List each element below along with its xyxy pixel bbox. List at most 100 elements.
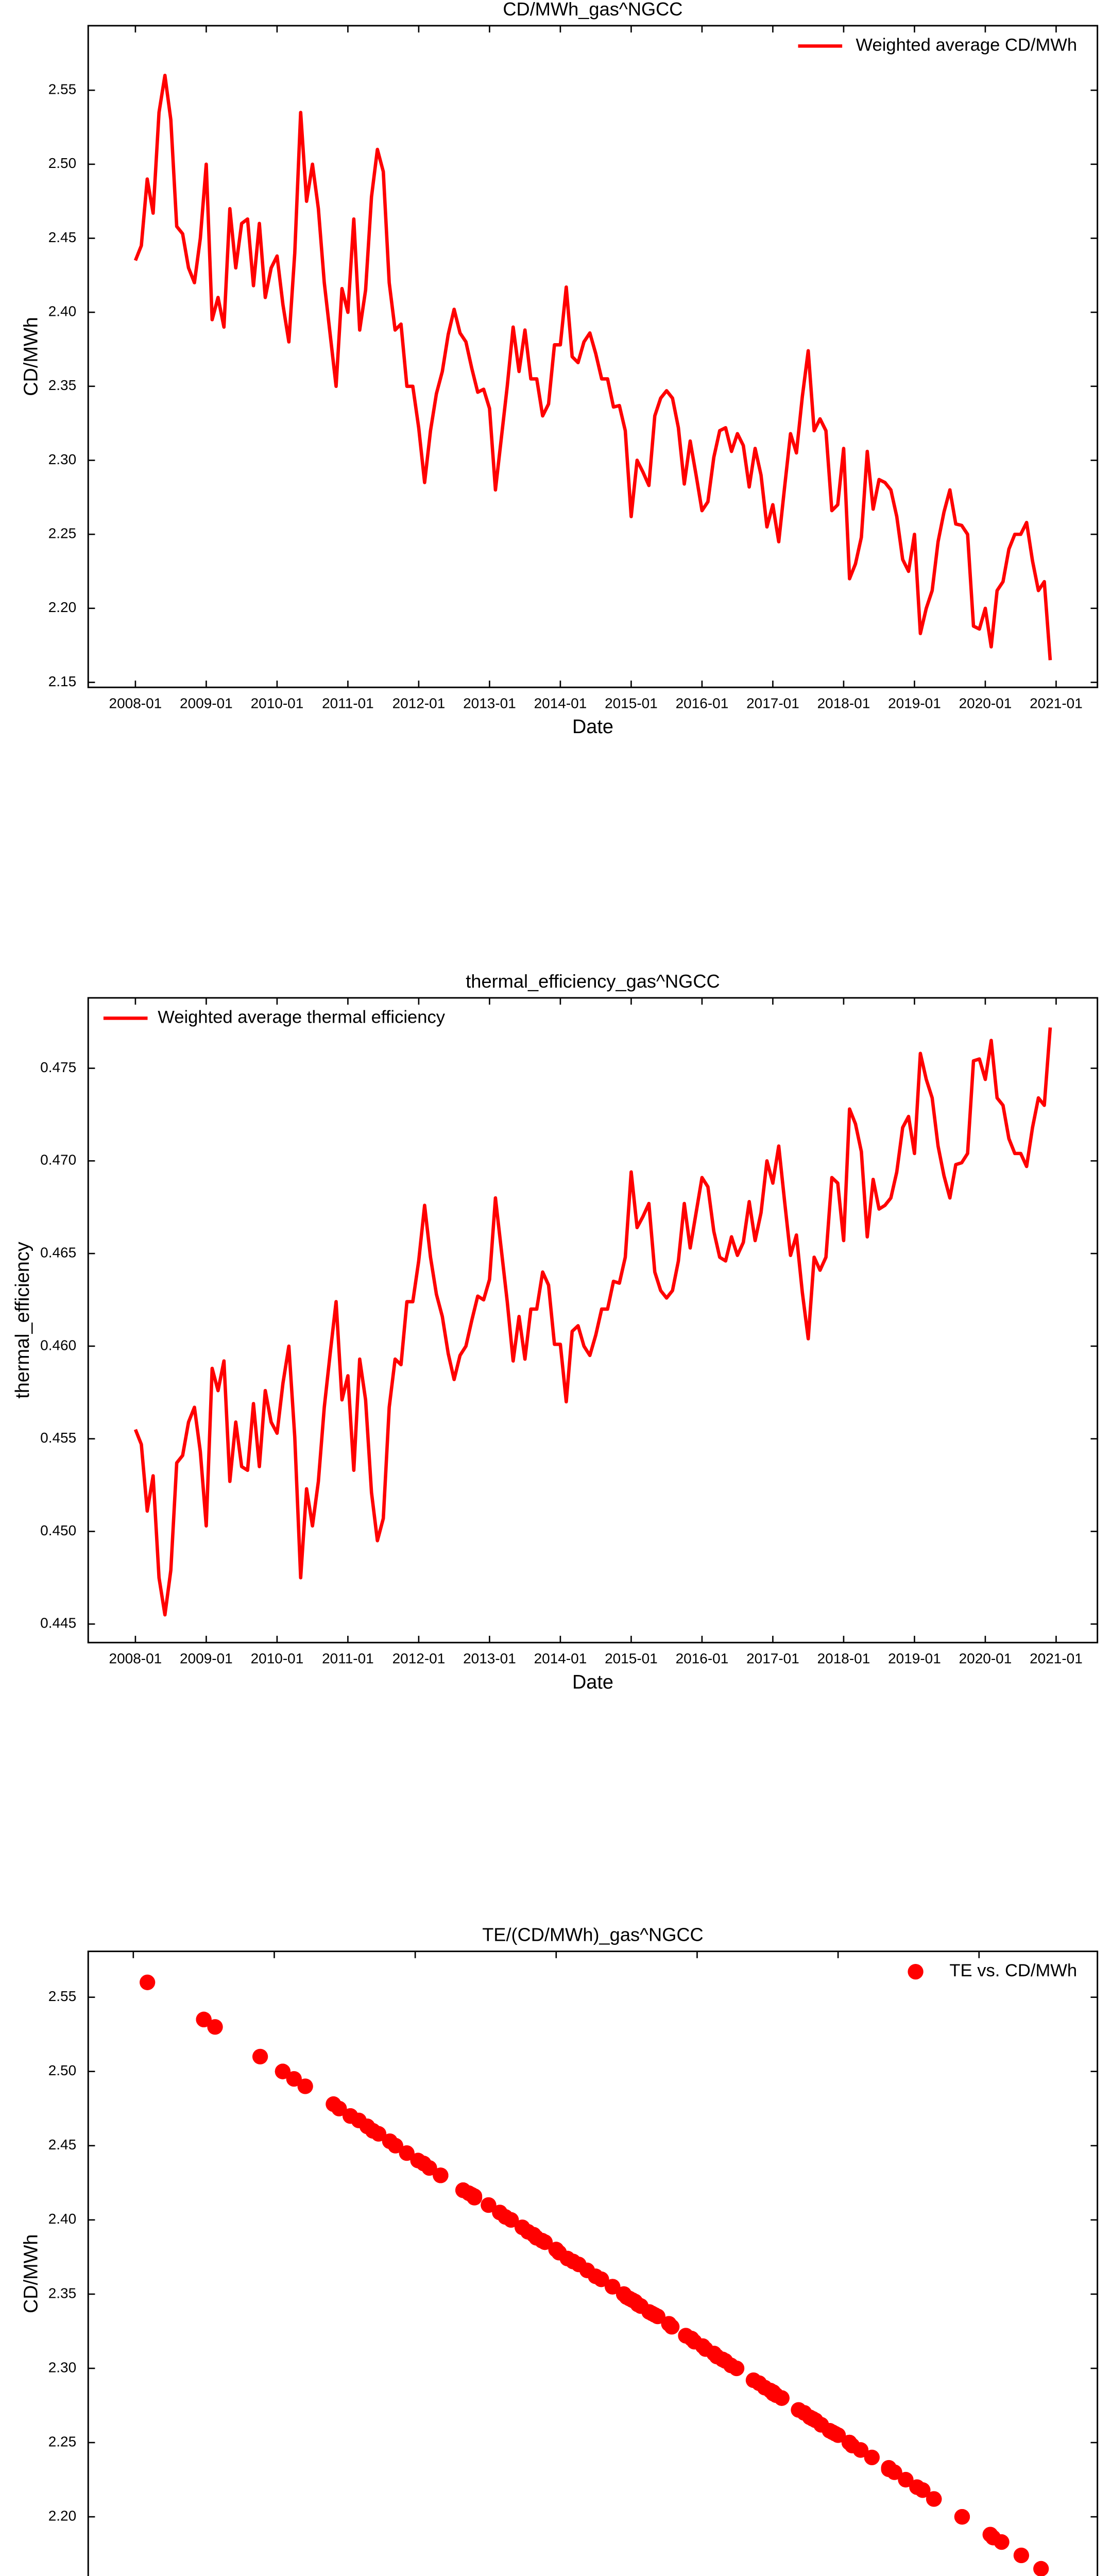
y-tick-label: 0.470 <box>40 1152 76 1168</box>
x-axis-label: Date <box>572 1671 613 1693</box>
y-tick-label: 0.450 <box>40 1522 76 1538</box>
y-tick-label: 2.25 <box>48 525 76 541</box>
chart-title: thermal_efficiency_gas^NGCC <box>466 971 720 992</box>
scatter-point <box>297 2078 313 2094</box>
x-tick-label: 2018-01 <box>817 1651 870 1667</box>
scatter-point <box>359 2119 375 2134</box>
x-tick-label: 2015-01 <box>605 696 658 711</box>
y-tick-label: 2.25 <box>48 2433 76 2449</box>
x-tick-label: 2017-01 <box>746 696 799 711</box>
scatter-point <box>664 2319 680 2335</box>
y-tick-label: 0.460 <box>40 1337 76 1353</box>
scatter-point <box>881 2461 897 2478</box>
legend-label: Weighted average CD/MWh <box>856 36 1077 55</box>
x-tick-label: 2009-01 <box>180 1651 233 1667</box>
y-tick-label: 0.445 <box>40 1615 76 1631</box>
plot-frame <box>87 1951 1099 2576</box>
x-tick-label: 2013-01 <box>463 696 516 711</box>
scatter-point <box>630 2296 646 2313</box>
x-tick-label: 2021-01 <box>1030 696 1083 711</box>
scatter-point <box>579 2262 595 2278</box>
chart-title: TE/(CD/MWh)_gas^NGCC <box>482 1924 704 1945</box>
y-tick-label: 0.475 <box>40 1059 76 1075</box>
scatter-point <box>864 2449 880 2465</box>
scatter-point <box>808 2412 824 2428</box>
y-tick-label: 2.45 <box>48 229 76 245</box>
x-tick-label: 2009-01 <box>180 696 233 711</box>
scatter-point <box>926 2491 942 2507</box>
y-axis-label: CD/MWh <box>21 2234 42 2314</box>
x-tick-label: 2013-01 <box>463 1651 516 1667</box>
scatter-point <box>714 2351 730 2367</box>
scatter-point <box>286 2071 302 2087</box>
x-tick-label: 2010-01 <box>251 1651 304 1667</box>
scatter-point <box>140 1974 156 1990</box>
scatter-point <box>534 2233 550 2249</box>
x-tick-label: 2011-01 <box>322 696 374 711</box>
y-tick-label: 2.35 <box>48 2285 76 2301</box>
scatter-point <box>683 2331 699 2347</box>
scatter-point <box>605 2279 621 2295</box>
x-tick-label: 2019-01 <box>888 696 941 711</box>
y-tick-label: 2.40 <box>48 2211 76 2227</box>
scatter-point <box>498 2209 514 2225</box>
y-tick-label: 2.30 <box>48 451 76 467</box>
x-tick-label: 2015-01 <box>605 1651 658 1667</box>
y-tick-label: 2.15 <box>48 673 76 689</box>
chart: TE/(CD/MWh)_gas^NGCCthermal_efficiencyCD… <box>21 1924 1099 2576</box>
scatter-point <box>326 2096 341 2112</box>
y-tick-label: 2.45 <box>48 2137 76 2153</box>
chart: CD/MWh_gas^NGCC Date CD/MWh 2.15 2.20 2.25 2.3… <box>21 0 1099 738</box>
scatter-point <box>915 2482 931 2498</box>
scatter-point <box>387 2138 403 2154</box>
chart: thermal_efficiency_gas^NGCC Date thermal_e… <box>12 971 1099 1693</box>
data-line <box>133 74 1052 660</box>
scatter-point <box>275 2063 291 2079</box>
x-tick-label: 2014-01 <box>534 1651 587 1667</box>
y-tick-label: 2.55 <box>48 81 76 97</box>
x-tick-label: 2018-01 <box>817 696 870 711</box>
y-tick-label: 2.20 <box>48 599 76 615</box>
x-tick-label: 2008-01 <box>109 696 162 711</box>
scatter-point <box>433 2167 449 2183</box>
x-tick-label: 2011-01 <box>322 1651 374 1667</box>
scatter-point <box>898 2471 914 2488</box>
y-axis-label: CD/MWh <box>21 317 42 396</box>
y-tick-label: 2.40 <box>48 303 76 319</box>
x-tick-label: 2016-01 <box>676 696 729 711</box>
x-tick-label: 2021-01 <box>1030 1651 1083 1667</box>
y-axis-label: thermal_efficiency <box>12 1242 33 1398</box>
data-line <box>133 1027 1052 1617</box>
x-tick-label: 2019-01 <box>888 1651 941 1667</box>
scatter-point <box>548 2242 564 2258</box>
y-tick-label: 0.455 <box>40 1430 76 1446</box>
legend-label: TE vs. CD/MWh <box>949 1961 1077 1980</box>
x-tick-label: 2010-01 <box>251 696 304 711</box>
scatter-point <box>852 2442 869 2458</box>
plot-frame <box>87 25 1099 688</box>
scatter-point <box>593 2271 609 2287</box>
scatter-point <box>207 2019 223 2035</box>
scatter-point <box>644 2306 660 2321</box>
scatter-point <box>1013 2547 1030 2564</box>
scatter-point <box>196 2011 212 2027</box>
scatter-point <box>464 2187 480 2202</box>
scatter-point <box>252 2048 268 2065</box>
legend-marker <box>908 1963 924 1980</box>
y-tick-label: 2.55 <box>48 1988 76 2004</box>
scatter-point <box>1033 2561 1049 2576</box>
x-tick-label: 2016-01 <box>676 1651 729 1667</box>
legend-label: Weighted average thermal efficiency <box>158 1007 446 1027</box>
y-tick-label: 2.50 <box>48 2062 76 2078</box>
y-tick-label: 2.30 <box>48 2359 76 2375</box>
scatter-point <box>343 2108 358 2124</box>
y-tick-label: 2.50 <box>48 155 76 171</box>
scatter-point <box>559 2250 575 2266</box>
y-tick-label: 2.35 <box>48 377 76 393</box>
scatter-point <box>410 2153 426 2168</box>
x-tick-label: 2008-01 <box>109 1651 162 1667</box>
scatter-point <box>481 2197 497 2213</box>
y-tick-label: 2.20 <box>48 2507 76 2523</box>
scatter-point <box>954 2509 970 2525</box>
